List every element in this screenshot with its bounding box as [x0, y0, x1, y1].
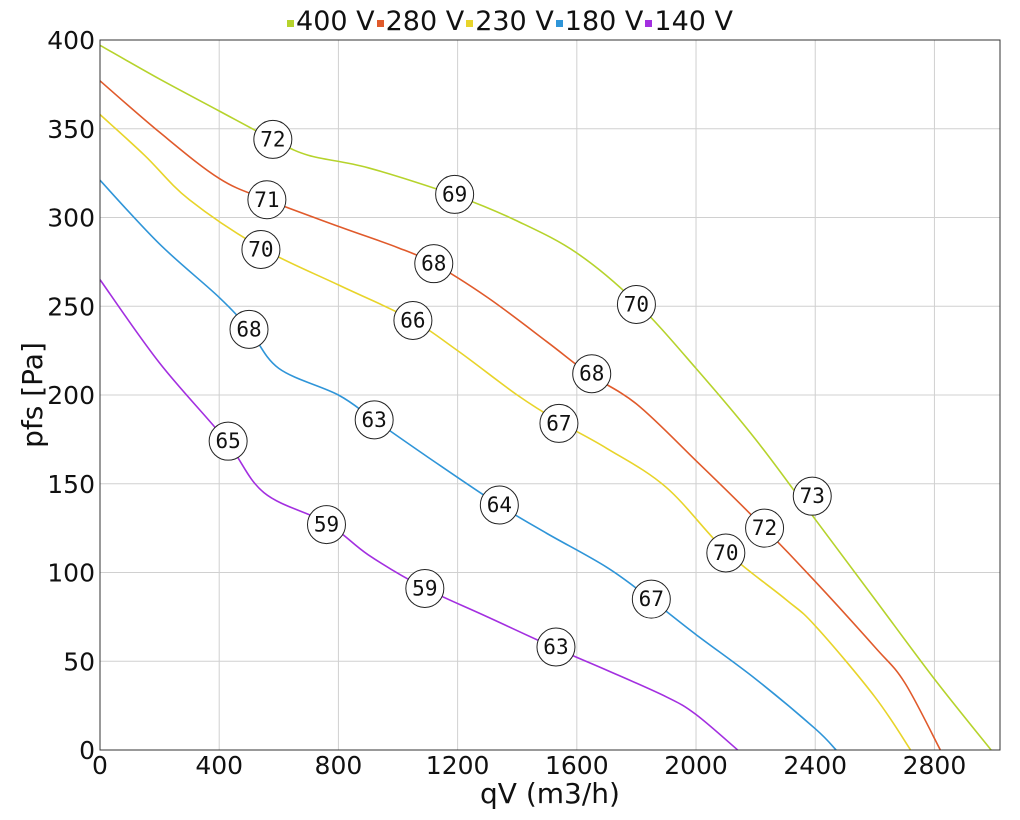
- legend-swatch: [376, 20, 384, 27]
- x-tick-label: 1600: [545, 751, 609, 780]
- legend-item: 230 V: [466, 6, 554, 37]
- speed-marker-label: 65: [215, 429, 240, 453]
- speed-marker-label: 69: [442, 182, 467, 206]
- speed-marker: [229, 309, 269, 349]
- speed-marker: [572, 354, 612, 394]
- series-line: [99, 44, 992, 751]
- speed-marker-label: 63: [543, 635, 568, 659]
- speed-marker: [405, 568, 445, 608]
- speed-marker: [393, 300, 433, 340]
- x-tick-label: 2400: [783, 751, 847, 780]
- speed-marker: [792, 476, 832, 516]
- y-tick-label: 300: [47, 204, 95, 233]
- legend-swatch: [555, 20, 563, 27]
- y-tick-label: 400: [47, 26, 95, 55]
- legend-label: 140 V: [654, 6, 733, 37]
- speed-marker-label: 64: [487, 493, 512, 517]
- y-tick-labels: 0 50 100 150 200 250 300 350 400: [47, 26, 95, 765]
- speed-marker: [241, 229, 281, 269]
- y-tick-label: 250: [47, 292, 95, 321]
- speed-marker: [706, 533, 746, 573]
- speed-marker-label: 71: [254, 188, 279, 212]
- speed-marker-label: 67: [639, 587, 664, 611]
- x-tick-label: 2800: [903, 751, 967, 780]
- legend-item: 400 V: [287, 6, 375, 37]
- speed-marker: [536, 627, 576, 667]
- speed-marker: [247, 180, 287, 220]
- speed-marker-label: 67: [546, 411, 571, 435]
- y-tick-label: 50: [63, 647, 95, 676]
- legend-item: 180 V: [555, 6, 644, 37]
- legend: 400 V 280 V 230 V 180 V 140 V: [0, 6, 1020, 37]
- x-tick-label: 1200: [426, 751, 490, 780]
- series-line: [99, 113, 912, 751]
- legend-label: 400 V: [296, 6, 375, 37]
- speed-marker-label: 68: [579, 362, 604, 386]
- speed-marker-label: 72: [260, 127, 285, 151]
- speed-marker: [616, 284, 656, 324]
- speed-marker-label: 59: [412, 576, 437, 600]
- x-tick-label: 800: [315, 751, 363, 780]
- y-tick-label: 200: [47, 381, 95, 410]
- legend-item: 140 V: [645, 6, 733, 37]
- series-line: [99, 179, 837, 751]
- speed-marker: [253, 119, 293, 159]
- speed-marker-label: 68: [236, 317, 261, 341]
- speed-marker: [306, 505, 346, 545]
- speed-marker-label: 72: [752, 516, 777, 540]
- speed-marker-label: 63: [362, 408, 387, 432]
- x-axis-title: qV (m3/h): [480, 777, 620, 810]
- legend-label: 230 V: [475, 6, 554, 37]
- speed-marker: [354, 400, 394, 440]
- speed-marker-label: 73: [800, 484, 825, 508]
- legend-swatch: [645, 20, 653, 27]
- x-tick-label: 0: [92, 751, 108, 780]
- y-tick-label: 150: [47, 470, 95, 499]
- legend-label: 280 V: [385, 6, 465, 37]
- legend-swatch: [466, 20, 474, 27]
- legend-swatch: [287, 20, 295, 27]
- speed-marker: [435, 174, 475, 214]
- speed-marker-label: 70: [624, 292, 649, 316]
- y-tick-label: 0: [79, 736, 95, 765]
- speed-marker: [745, 508, 785, 548]
- speed-marker: [631, 579, 671, 619]
- speed-marker: [208, 421, 248, 461]
- speed-marker-label: 59: [314, 513, 339, 537]
- speed-marker: [539, 403, 579, 443]
- speed-marker-label: 68: [421, 252, 446, 276]
- speed-marker-label: 66: [400, 308, 425, 332]
- legend-label: 180 V: [564, 6, 644, 37]
- speed-marker-label: 70: [713, 541, 738, 565]
- x-tick-labels: 0 400 800 1200 1600 2000 2400 2800: [92, 751, 966, 780]
- y-axis-title: pfs [Pa]: [16, 342, 49, 448]
- plot-frame: [99, 39, 1001, 751]
- x-tick-label: 400: [195, 751, 243, 780]
- speed-marker: [479, 485, 519, 525]
- speed-marker: [414, 244, 454, 284]
- x-tick-label: 2000: [664, 751, 728, 780]
- y-tick-label: 350: [47, 115, 95, 144]
- y-tick-label: 100: [47, 559, 95, 588]
- legend-item: 280 V: [376, 6, 465, 37]
- speed-marker-label: 70: [248, 237, 273, 261]
- speed-markers: 72 69 70 73 71 68 68 72 70 66 67 70 68 63 64 67 65 59 59 63: [208, 119, 832, 667]
